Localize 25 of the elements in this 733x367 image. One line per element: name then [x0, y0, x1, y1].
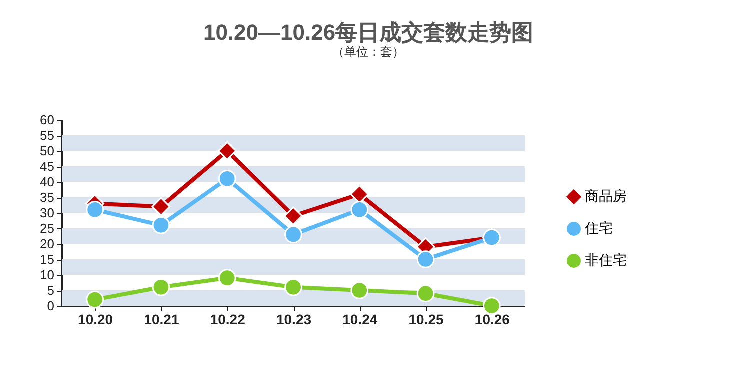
legend-label: 住宅: [584, 220, 613, 236]
x-tick-label: 10.26: [474, 312, 510, 328]
y-tick-label: 55: [40, 128, 54, 143]
y-tick-label: 15: [40, 252, 54, 267]
x-tick-label: 10.22: [210, 312, 246, 328]
x-tick-label: 10.20: [78, 312, 114, 328]
y-tick-label: 25: [40, 221, 54, 236]
y-tick-label: 35: [40, 190, 54, 205]
y-tick-label: 30: [40, 206, 54, 220]
chart-subtitle: （单位：套）: [332, 45, 404, 59]
y-tick-label: 0: [47, 298, 54, 314]
y-tick-label: 40: [40, 174, 54, 190]
x-tick-label: 10.23: [276, 312, 312, 328]
x-tick-label: 10.25: [408, 312, 444, 328]
y-tick-label: 60: [40, 112, 54, 128]
y-tick-label: 10: [40, 268, 54, 282]
y-tick-label: 50: [40, 144, 54, 158]
x-tick-label: 10.21: [144, 312, 180, 328]
y-tick-label: 45: [40, 159, 54, 174]
y-tick-label: 5: [47, 283, 54, 298]
x-tick-label: 10.24: [342, 312, 378, 328]
legend-label: 非住宅: [585, 252, 627, 268]
y-tick-label: 20: [40, 236, 54, 252]
legend-label: 商品房: [585, 188, 627, 204]
chart-title: 10.20—10.26每日成交套数走势图: [203, 20, 534, 45]
